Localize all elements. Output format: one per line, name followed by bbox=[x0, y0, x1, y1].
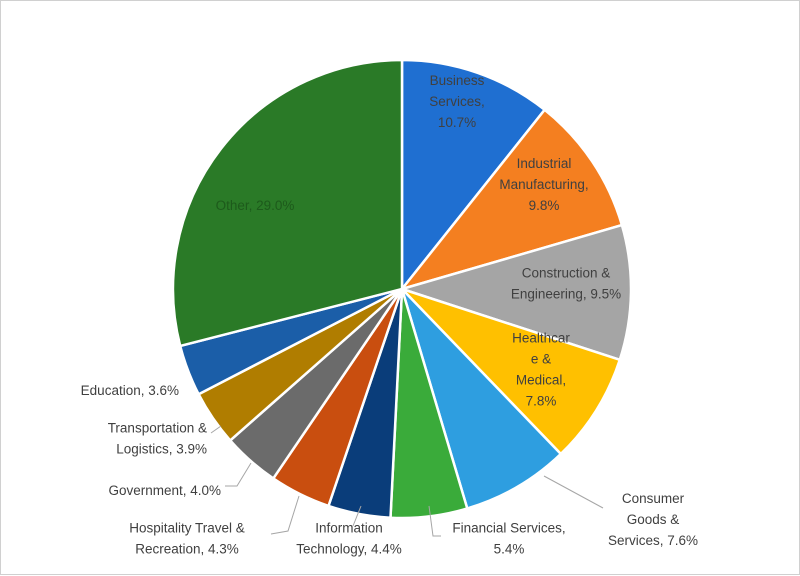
leader-line-government bbox=[225, 462, 252, 487]
leader-line-consumer-goods-and-services bbox=[543, 475, 604, 509]
pie-slice-construction-and-engineering bbox=[397, 223, 633, 362]
data-label-line: Education, 3.6% bbox=[81, 383, 179, 398]
data-label-education: Education, 3.6% bbox=[81, 383, 179, 398]
data-label-other: Other, 29.0% bbox=[216, 198, 295, 213]
leader-line-information-technology bbox=[352, 505, 362, 527]
data-label-line: Information bbox=[315, 521, 383, 536]
leader-line-hospitality-travel-and-recreation bbox=[270, 495, 300, 535]
data-label-line: 10.7% bbox=[438, 115, 476, 130]
data-label-line: 9.8% bbox=[529, 198, 560, 213]
data-label-line: Services, bbox=[429, 94, 485, 109]
data-label-line: Services, 7.6% bbox=[608, 533, 698, 548]
data-label-line: Construction & bbox=[522, 266, 611, 281]
data-label-line: Technology, 4.4% bbox=[296, 542, 402, 557]
data-label-construction-and-engineering: Construction & Engineering, 9.5% bbox=[511, 266, 621, 302]
data-label-line: Medical, bbox=[516, 373, 566, 388]
data-label-line: Hospitality Travel & bbox=[129, 521, 245, 536]
leader-line-transportation-and-logistics bbox=[210, 425, 222, 434]
data-label-line: Other, 29.0% bbox=[216, 198, 295, 213]
data-label-hospitality-travel-and-recreation: Hospitality Travel & Recreation, 4.3% bbox=[129, 521, 245, 557]
data-label-line: Manufacturing, bbox=[499, 177, 588, 192]
data-label-government: Government, 4.0% bbox=[108, 483, 221, 498]
data-label-line: Transportation & bbox=[108, 421, 207, 436]
data-label-industrial-manufacturing: Industrial Manufacturing, 9.8% bbox=[499, 156, 588, 213]
pie-slice-business-services bbox=[400, 58, 547, 293]
data-label-line: Industrial bbox=[517, 156, 572, 171]
data-label-information-technology: Information Technology, 4.4% bbox=[296, 521, 402, 557]
data-label-line: 5.4% bbox=[494, 542, 525, 557]
data-label-consumer-goods-and-services: Consumer Goods & Services, 7.6% bbox=[608, 491, 698, 548]
data-label-line: Financial Services, bbox=[452, 521, 565, 536]
leader-line-financial-services bbox=[428, 505, 441, 537]
data-label-line: Logistics, 3.9% bbox=[116, 442, 207, 457]
data-label-business-services: Business Services, 10.7% bbox=[429, 73, 485, 130]
data-label-line: Healthcar bbox=[512, 331, 570, 346]
pie-slice-consumer-goods-and-services bbox=[400, 288, 563, 511]
data-label-line: Recreation, 4.3% bbox=[135, 542, 239, 557]
data-label-transportation-and-logistics: Transportation & Logistics, 3.9% bbox=[108, 421, 207, 457]
data-label-line: Consumer bbox=[622, 491, 685, 506]
data-label-line: e & bbox=[531, 352, 551, 367]
pie-slice-other bbox=[171, 58, 404, 348]
data-label-line: Goods & bbox=[627, 512, 680, 527]
data-label-line: 7.8% bbox=[526, 394, 557, 409]
data-label-line: Government, 4.0% bbox=[108, 483, 221, 498]
data-label-financial-services: Financial Services, 5.4% bbox=[452, 521, 565, 557]
pie-slice-healthcare-and-medical bbox=[401, 287, 622, 456]
data-label-line: Business bbox=[430, 73, 485, 88]
pie-slice-industrial-manufacturing bbox=[398, 108, 624, 292]
data-label-line: Engineering, 9.5% bbox=[511, 287, 621, 302]
data-label-healthcare-and-medical: Healthcar e & Medical, 7.8% bbox=[512, 331, 570, 409]
